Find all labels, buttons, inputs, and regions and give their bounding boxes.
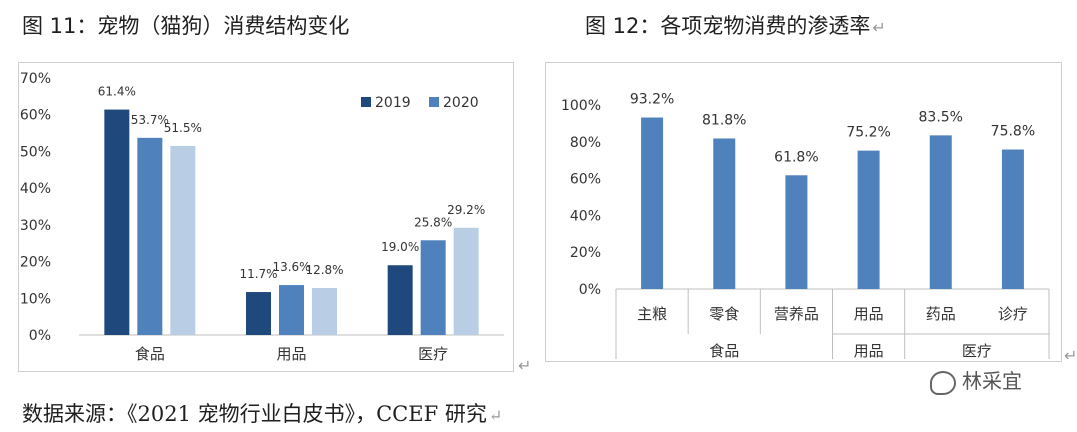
legend-swatch-0: [361, 97, 371, 107]
wechat-logo-icon: [930, 370, 956, 395]
x-tick-label: 医疗: [418, 345, 448, 363]
y-tick-label: 80%: [570, 135, 601, 151]
data-label: 93.2%: [630, 92, 674, 108]
data-label: 11.7%: [239, 267, 277, 281]
chart-11-panel: 0% 10% 20% 30% 40% 50% 60% 70% 61.4% 53.7% 51.5% 食品…: [18, 62, 514, 372]
data-label: 53.7%: [131, 113, 169, 127]
return-mark: ↵: [872, 18, 886, 37]
x-tick-label: 诊疗: [998, 305, 1028, 323]
legend-label: 2019: [375, 95, 411, 111]
data-label: 29.2%: [447, 203, 485, 217]
bar-2-0: [387, 265, 413, 335]
y-tick-label: 60%: [20, 108, 51, 124]
group-label: 医疗: [962, 342, 992, 360]
y-tick-label: 10%: [20, 291, 51, 307]
x-tick-label: 药品: [926, 305, 956, 323]
legend-label: 2020: [443, 95, 479, 111]
y-tick-label: 100%: [561, 98, 601, 114]
group-label: 用品: [854, 342, 884, 360]
watermark: 林采宜: [930, 365, 1022, 395]
data-label: 25.8%: [414, 215, 452, 229]
bar-3: [857, 150, 880, 289]
y-tick-label: 20%: [570, 245, 601, 261]
y-tick-label: 50%: [20, 144, 51, 160]
figure-11-title: 图 11：宠物（猫狗）消费结构变化: [22, 14, 350, 38]
bar-2-2: [453, 227, 479, 335]
return-mark-chart-11: ↵: [518, 356, 532, 375]
y-tick-label: 60%: [570, 172, 601, 188]
data-label: 13.6%: [272, 260, 310, 274]
data-label: 51.5%: [164, 121, 202, 135]
data-label: 61.4%: [98, 85, 136, 99]
y-tick-label: 70%: [20, 71, 51, 87]
bar-0-0: [104, 109, 130, 336]
x-tick-label: 营养品: [774, 305, 819, 323]
x-tick-label: 零食: [709, 305, 739, 323]
legend-swatch-1: [429, 97, 439, 107]
y-tick-label: 40%: [20, 181, 51, 197]
y-tick-label: 40%: [570, 208, 601, 224]
bar-1-0: [246, 292, 271, 335]
x-tick-label: 用品: [854, 305, 884, 323]
data-label: 19.0%: [381, 240, 419, 254]
data-label: 83.5%: [919, 109, 963, 125]
group-label: 食品: [709, 342, 739, 360]
x-tick-label: 食品: [135, 345, 165, 363]
data-label: 61.8%: [774, 149, 818, 165]
bar-1-1: [279, 285, 304, 335]
bar-2: [785, 175, 808, 289]
chart-12-panel: 0% 20% 40% 60% 80% 100% 93.2% 主粮 81.8% 零食 61.8% 营养品…: [545, 62, 1062, 362]
figure-12-title: 图 12：各项宠物消费的渗透率 ↵: [585, 14, 886, 38]
y-tick-label: 30%: [20, 218, 51, 234]
data-label: 75.8%: [991, 124, 1035, 140]
data-label: 75.2%: [846, 125, 890, 141]
bar-5: [1001, 149, 1024, 289]
bar-1-2: [312, 288, 337, 335]
bar-4: [929, 135, 952, 289]
x-tick-label: 主粮: [637, 305, 667, 323]
y-tick-label: 0%: [579, 282, 601, 298]
y-tick-label: 20%: [20, 255, 51, 271]
bar-0-2: [170, 145, 196, 335]
x-tick-label: 用品: [276, 345, 306, 363]
bar-0: [641, 117, 664, 290]
bar-1: [713, 138, 736, 289]
data-label: 12.8%: [305, 263, 343, 277]
chart-11: 0% 10% 20% 30% 40% 50% 60% 70% 61.4% 53.7%51.5% 食品…: [20, 71, 504, 363]
bar-0-1: [137, 137, 163, 335]
y-tick-label: 0%: [29, 328, 51, 344]
data-label: 81.8%: [702, 112, 746, 128]
bar-2-1: [420, 240, 446, 335]
return-mark-source: ↵: [488, 406, 503, 425]
return-mark-chart-12: ↵: [1064, 346, 1077, 365]
source-note: 数据来源：《2021 宠物行业白皮书》，CCEF 研究 ↵: [22, 402, 503, 426]
chart-12: 0% 20% 40% 60% 80% 100% 93.2% 主粮 81.8% 零食 61.8% 营养品…: [561, 92, 1050, 360]
